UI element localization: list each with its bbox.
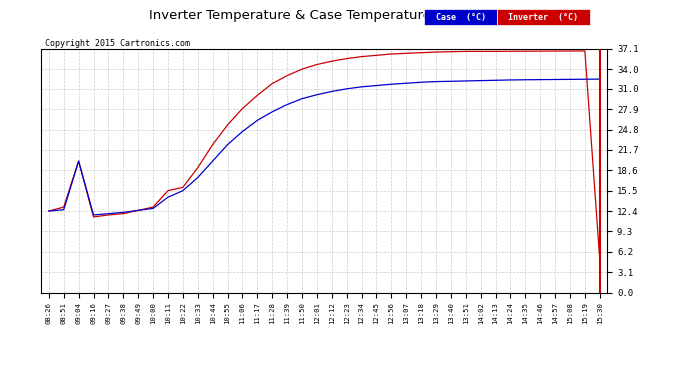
Text: Inverter  (°C): Inverter (°C) bbox=[509, 13, 578, 22]
Text: Copyright 2015 Cartronics.com: Copyright 2015 Cartronics.com bbox=[45, 39, 190, 48]
Text: Inverter Temperature & Case Temperature Thu Jan 8 15:37: Inverter Temperature & Case Temperature … bbox=[149, 9, 541, 22]
Text: Case  (°C): Case (°C) bbox=[435, 13, 486, 22]
